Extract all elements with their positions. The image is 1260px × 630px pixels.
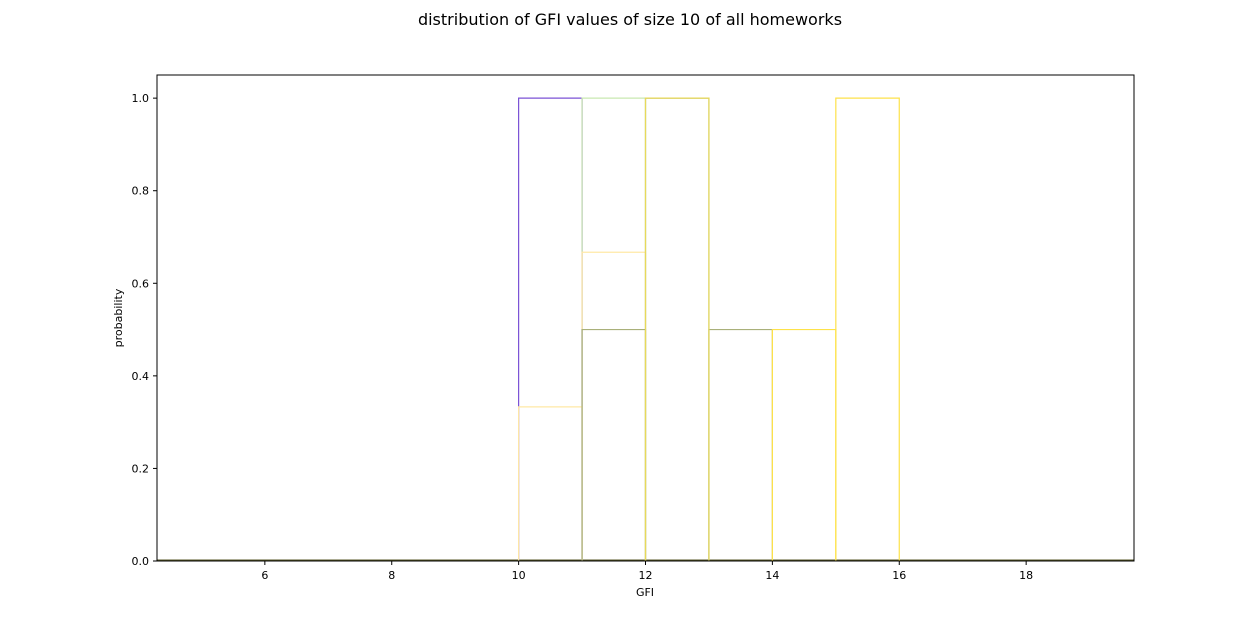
y-tick-label: 0.4	[132, 370, 150, 383]
hist-bar-s0-b0	[518, 97, 583, 561]
x-tick-label: 14	[765, 569, 779, 582]
y-tick-label: 0.6	[132, 277, 150, 290]
hist-bar-s3-b0	[581, 328, 647, 561]
x-axis-label: GFI	[636, 586, 654, 599]
x-tick-label: 8	[388, 569, 395, 582]
hist-bar-s4-b0	[644, 97, 710, 561]
hist-bar-s5-b1	[835, 97, 900, 561]
x-tick-label: 6	[261, 569, 268, 582]
hist-bar-s3-b2	[708, 328, 773, 561]
x-tick-label: 18	[1019, 569, 1033, 582]
y-tick-label: 1.0	[132, 92, 150, 105]
plot-area: 6 8 10 12 14 16 18 0.0 0.2 0.4 0.6 0.8 1.0	[132, 74, 1135, 582]
hist-bar-s3-b1	[644, 97, 710, 561]
x-tick-label: 16	[892, 569, 906, 582]
y-tick-label: 0.2	[132, 462, 150, 475]
y-tick-label: 0.0	[132, 555, 150, 568]
y-tick-label: 0.8	[132, 185, 150, 198]
x-tick-label: 12	[639, 569, 653, 582]
hist-bar-s5-b0	[771, 328, 837, 561]
y-axis-label: probability	[112, 288, 125, 347]
chart-title: distribution of GFI values of size 10 of…	[418, 10, 842, 29]
hist-bar-s2-b0	[518, 406, 583, 561]
x-tick-label: 10	[512, 569, 526, 582]
hist-bar-s2-b1	[581, 251, 647, 561]
